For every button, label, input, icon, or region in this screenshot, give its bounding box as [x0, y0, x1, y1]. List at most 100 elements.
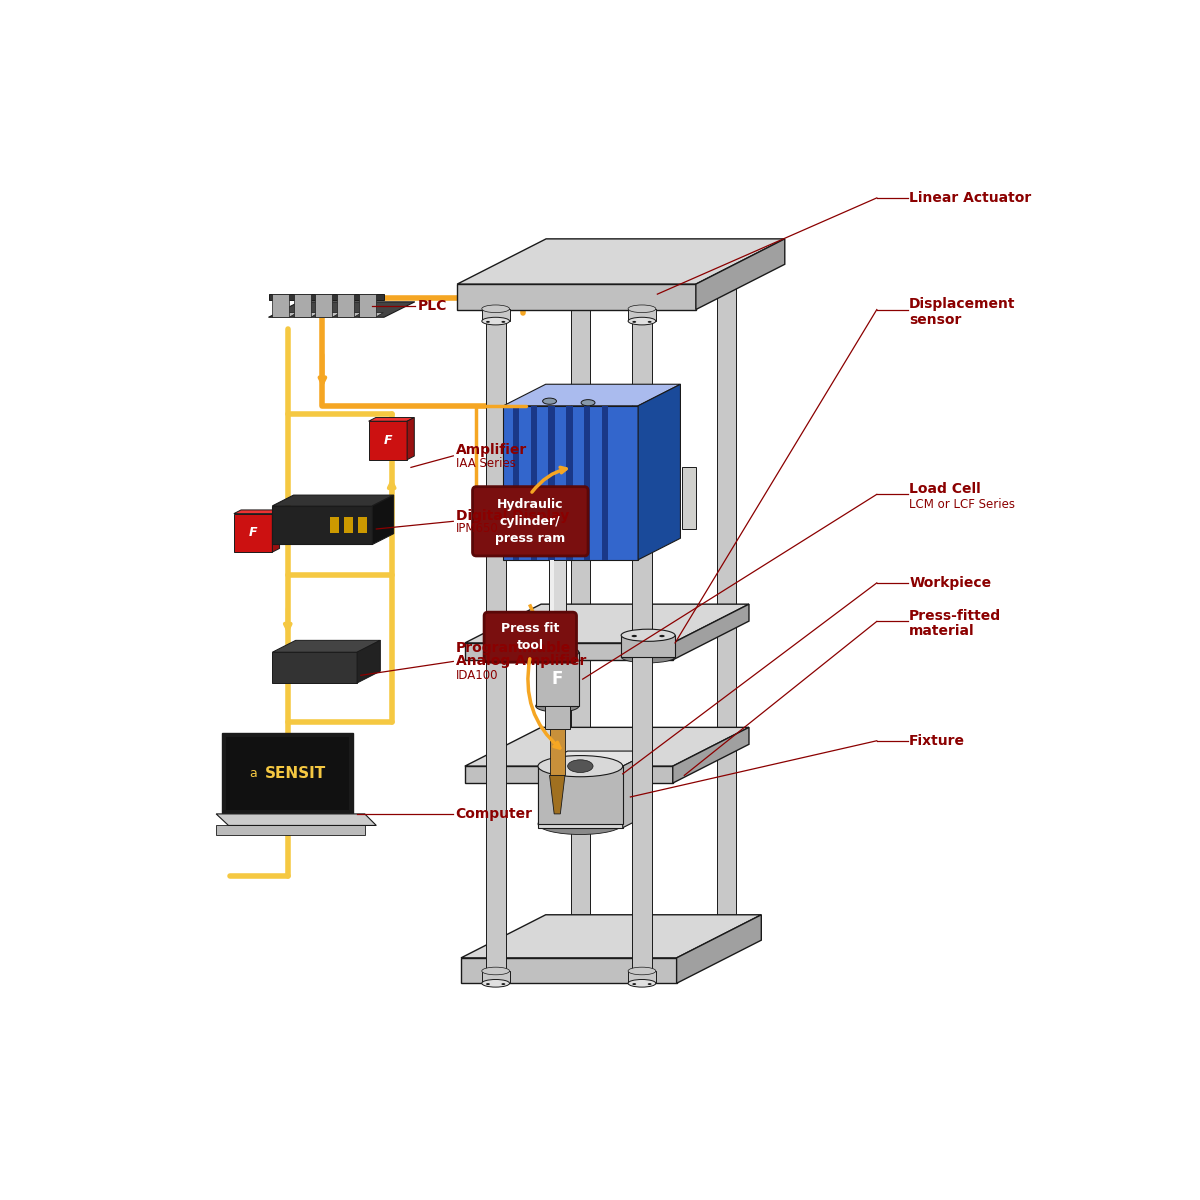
Polygon shape [294, 313, 318, 317]
Polygon shape [337, 313, 361, 317]
Text: Analog Amplifier: Analog Amplifier [456, 654, 586, 668]
Polygon shape [545, 706, 570, 730]
Polygon shape [294, 294, 311, 317]
Ellipse shape [547, 652, 552, 654]
Polygon shape [359, 313, 383, 317]
Text: Amplifier: Amplifier [456, 444, 527, 457]
Ellipse shape [571, 937, 589, 943]
Text: Press-fitted: Press-fitted [910, 610, 1001, 623]
Text: IDA100: IDA100 [456, 668, 498, 682]
Text: F: F [248, 527, 257, 539]
Text: Workpiece: Workpiece [910, 576, 991, 590]
Polygon shape [216, 826, 365, 835]
Ellipse shape [539, 638, 576, 648]
Ellipse shape [481, 979, 510, 988]
Ellipse shape [539, 647, 576, 658]
Ellipse shape [568, 262, 594, 269]
Text: Hydraulic
cylinder/
press ram: Hydraulic cylinder/ press ram [496, 498, 565, 545]
Ellipse shape [622, 629, 676, 641]
Polygon shape [714, 929, 739, 940]
Polygon shape [568, 929, 594, 940]
Polygon shape [628, 971, 656, 983]
Polygon shape [344, 517, 353, 533]
Polygon shape [628, 308, 656, 322]
Ellipse shape [714, 936, 739, 943]
Text: Fixture: Fixture [910, 733, 965, 748]
Ellipse shape [732, 276, 737, 277]
Text: Digital Display: Digital Display [456, 509, 569, 523]
Polygon shape [316, 294, 332, 317]
FancyBboxPatch shape [484, 612, 576, 662]
Ellipse shape [481, 317, 510, 325]
Polygon shape [457, 239, 785, 284]
Polygon shape [677, 914, 761, 983]
Polygon shape [272, 506, 372, 545]
Ellipse shape [586, 276, 590, 277]
Ellipse shape [486, 983, 490, 985]
Polygon shape [571, 276, 589, 940]
Polygon shape [272, 641, 380, 653]
Ellipse shape [628, 979, 656, 988]
Polygon shape [538, 766, 623, 828]
Ellipse shape [714, 262, 739, 269]
Text: IPM650: IPM650 [456, 522, 498, 535]
Ellipse shape [714, 926, 739, 932]
Polygon shape [457, 284, 696, 310]
Ellipse shape [718, 276, 721, 277]
Polygon shape [550, 730, 565, 775]
Polygon shape [550, 775, 565, 814]
Polygon shape [216, 814, 377, 826]
Ellipse shape [481, 305, 510, 312]
Ellipse shape [659, 635, 665, 637]
Ellipse shape [568, 272, 594, 280]
Polygon shape [464, 766, 673, 784]
Polygon shape [272, 496, 394, 506]
Ellipse shape [632, 318, 652, 324]
Polygon shape [503, 406, 638, 559]
Polygon shape [673, 727, 749, 784]
Polygon shape [548, 559, 565, 644]
Polygon shape [623, 751, 653, 828]
Ellipse shape [571, 276, 575, 277]
Polygon shape [269, 302, 415, 317]
Polygon shape [330, 517, 340, 533]
Ellipse shape [563, 652, 566, 654]
Polygon shape [481, 308, 510, 322]
Polygon shape [530, 406, 536, 559]
Polygon shape [673, 604, 749, 660]
Polygon shape [481, 971, 510, 983]
Ellipse shape [632, 980, 652, 986]
Text: Press fit
tool: Press fit tool [502, 622, 559, 652]
Text: SENSIT: SENSIT [265, 767, 326, 781]
Polygon shape [407, 418, 414, 460]
Text: Displacement: Displacement [910, 298, 1015, 311]
Text: a: a [250, 767, 257, 780]
Ellipse shape [631, 635, 637, 637]
Polygon shape [632, 322, 652, 983]
Ellipse shape [648, 983, 652, 985]
Ellipse shape [718, 937, 736, 943]
Text: Computer: Computer [456, 806, 533, 821]
Polygon shape [368, 418, 414, 421]
Ellipse shape [535, 647, 578, 658]
Polygon shape [269, 294, 384, 300]
Polygon shape [568, 265, 594, 276]
Ellipse shape [632, 320, 636, 323]
Polygon shape [584, 406, 590, 559]
Polygon shape [682, 468, 696, 529]
Ellipse shape [628, 317, 656, 325]
Ellipse shape [632, 983, 636, 985]
Ellipse shape [568, 760, 593, 773]
Ellipse shape [486, 980, 505, 986]
Polygon shape [551, 559, 554, 644]
Polygon shape [602, 406, 608, 559]
Polygon shape [696, 239, 785, 310]
Polygon shape [464, 604, 749, 643]
Polygon shape [503, 384, 680, 406]
Text: Programmable: Programmable [456, 641, 571, 655]
Ellipse shape [714, 272, 739, 280]
Polygon shape [538, 766, 623, 824]
Ellipse shape [535, 700, 578, 712]
Ellipse shape [581, 400, 595, 406]
Polygon shape [272, 313, 296, 317]
